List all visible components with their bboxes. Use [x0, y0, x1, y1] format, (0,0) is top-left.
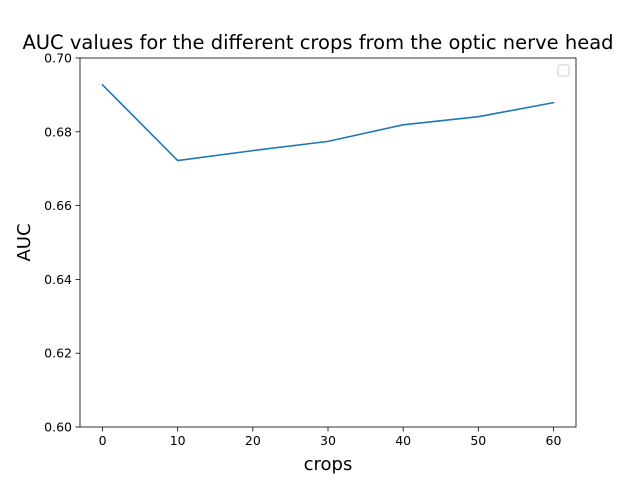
y-tick-label: 0.68	[44, 124, 72, 139]
y-tick-label: 0.62	[44, 346, 72, 361]
y-tick-label: 0.66	[44, 198, 72, 213]
x-tick-label: 10	[170, 433, 186, 448]
series-layer	[101, 83, 555, 162]
series-line-0	[101, 83, 555, 162]
x-tick-label: 60	[546, 433, 562, 448]
y-tick-label: 0.70	[44, 51, 72, 66]
x-tick-label: 30	[320, 433, 336, 448]
chart-title: AUC values for the different crops from …	[22, 31, 613, 54]
y-tick-label: 0.60	[44, 420, 72, 435]
x-axis-label: crops	[304, 454, 353, 475]
y-axis-ticks: 0.60 0.62 0.64 0.66 0.68 0.70	[44, 51, 80, 435]
x-tick-label: 0	[99, 433, 107, 448]
y-axis-label: AUC	[14, 223, 35, 261]
x-tick-label: 50	[470, 433, 486, 448]
y-tick-label: 0.64	[44, 272, 72, 287]
legend-box	[557, 64, 570, 77]
plot-area-frame	[79, 57, 577, 428]
x-axis-ticks: 0 10 20 30 40 50 60	[99, 427, 562, 448]
x-tick-label: 20	[245, 433, 261, 448]
x-tick-label: 40	[395, 433, 411, 448]
